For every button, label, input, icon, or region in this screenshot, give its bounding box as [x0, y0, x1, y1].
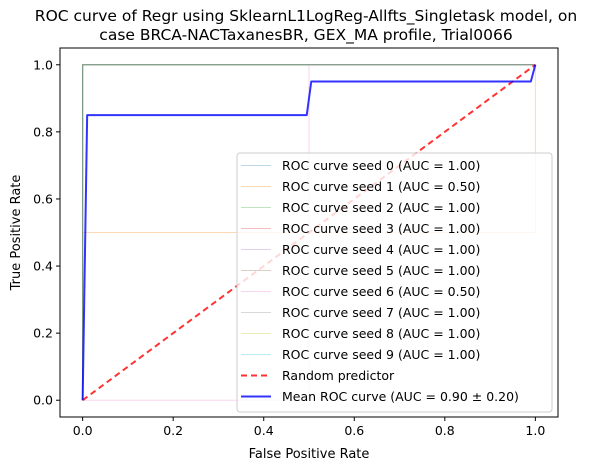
legend-box — [236, 152, 553, 413]
x-tick-label: 1.0 — [525, 423, 545, 438]
series-line-2 — [82, 64, 536, 401]
x-tick-label: 0.4 — [254, 423, 274, 438]
series-line-4 — [82, 64, 536, 401]
y-axis: 0.0 0.2 0.4 0.6 0.8 1.0 — [33, 57, 60, 408]
y-tick-label: 0.0 — [33, 393, 53, 408]
legend-label-2: ROC curve seed 2 (AUC = 1.00) — [282, 200, 480, 215]
y-tick-label: 1.0 — [33, 57, 53, 72]
series-line-11 — [81, 64, 537, 401]
series-layer — [81, 63, 537, 402]
x-tick-label: 0.2 — [163, 423, 183, 438]
x-tick-label: 0.0 — [73, 423, 93, 438]
legend-label-3: ROC curve seed 3 (AUC = 1.00) — [282, 221, 480, 236]
legend-label-6: ROC curve seed 6 (AUC = 0.50) — [282, 284, 480, 299]
y-tick-label: 0.2 — [33, 326, 53, 341]
legend-label-10: Random predictor — [282, 368, 395, 383]
series-line-3 — [82, 64, 536, 401]
series-line-9 — [82, 64, 536, 401]
legend-label-1: ROC curve seed 1 (AUC = 0.50) — [282, 179, 480, 194]
y-tick-label: 0.8 — [33, 124, 53, 139]
legend-label-11: Mean ROC curve (AUC = 0.90 ± 0.20) — [282, 389, 519, 404]
x-tick-label: 0.8 — [435, 423, 455, 438]
legend-label-8: ROC curve seed 8 (AUC = 1.00) — [282, 326, 480, 341]
series-line-7 — [82, 64, 536, 401]
chart-title-line-1: ROC curve of Regr using SklearnL1LogReg-… — [35, 7, 577, 26]
y-tick-label: 0.4 — [33, 259, 53, 274]
legend-label-4: ROC curve seed 4 (AUC = 1.00) — [282, 242, 480, 257]
legend-label-5: ROC curve seed 5 (AUC = 1.00) — [282, 263, 480, 278]
series-line-5 — [82, 64, 536, 401]
y-axis-label: True Positive Rate — [9, 175, 24, 292]
plot-frame — [59, 47, 559, 418]
legend-label-0: ROC curve seed 0 (AUC = 1.00) — [282, 158, 480, 173]
series-line-0 — [82, 64, 536, 401]
chart-title-line-2: case BRCA-NACTaxanesBR, GEX_MA profile, … — [99, 26, 512, 45]
y-tick-label: 0.6 — [33, 191, 53, 206]
x-axis-label: False Positive Rate — [249, 447, 370, 462]
legend-label-7: ROC curve seed 7 (AUC = 1.00) — [282, 305, 480, 320]
series-line-8 — [82, 64, 536, 401]
x-tick-label: 0.6 — [344, 423, 364, 438]
legend-label-9: ROC curve seed 9 (AUC = 1.00) — [282, 347, 480, 362]
legend: ROC curve seed 0 (AUC = 1.00) ROC curve s… — [236, 152, 553, 413]
x-axis: 0.0 0.2 0.4 0.6 0.8 1.0 — [73, 417, 545, 438]
